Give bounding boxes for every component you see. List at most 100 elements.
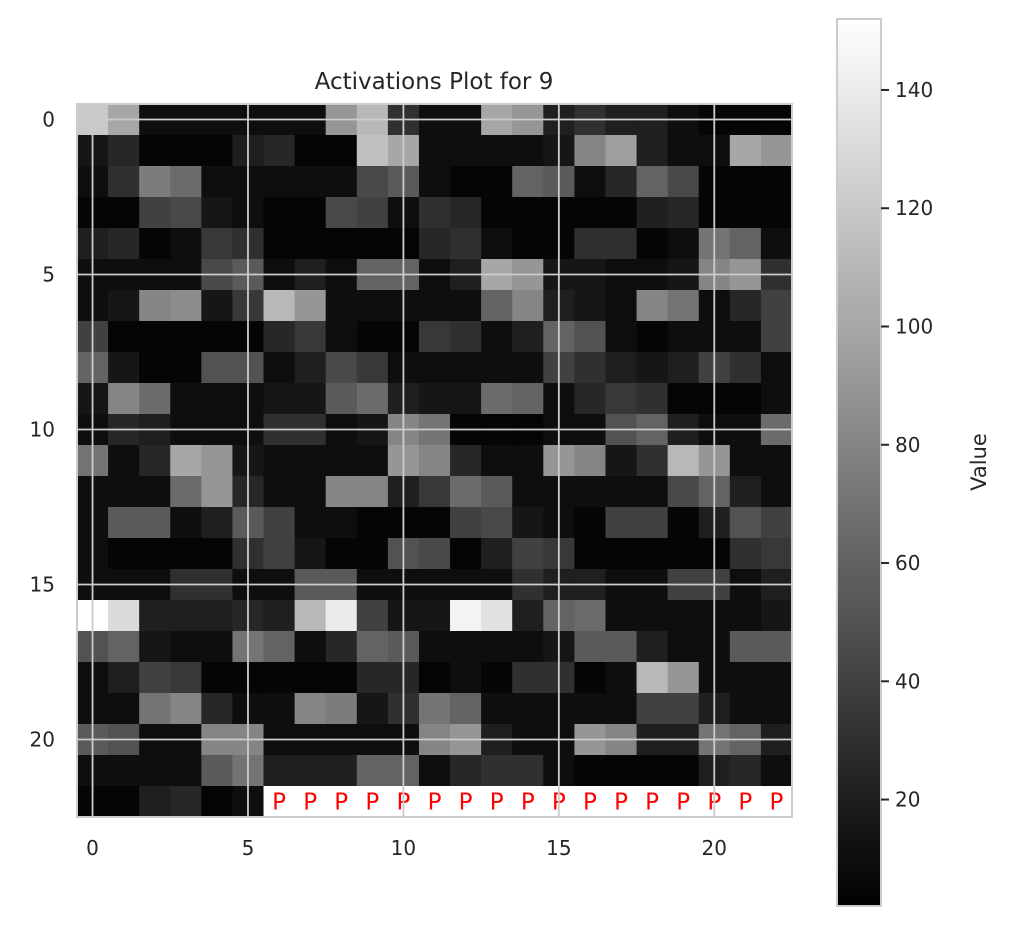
heatmap-cell	[356, 755, 389, 787]
heatmap-cell	[418, 538, 451, 570]
heatmap-cell	[418, 693, 451, 725]
heatmap-cell	[605, 228, 638, 260]
heatmap-cell	[512, 135, 544, 167]
heatmap-cell	[729, 352, 762, 384]
heatmap-cell	[170, 538, 202, 570]
heatmap-cell	[325, 228, 358, 260]
heatmap-cell	[418, 135, 451, 167]
pad-marker: P	[521, 790, 535, 816]
heatmap-cell	[201, 197, 234, 229]
heatmap-cell	[729, 166, 762, 198]
heatmap-cell	[263, 352, 296, 384]
pad-marker: P	[676, 790, 690, 816]
heatmap-cell	[139, 166, 171, 198]
heatmap-cell	[325, 662, 358, 694]
heatmap-cell	[729, 507, 762, 539]
heatmap-cell	[418, 228, 451, 260]
heatmap-cell	[201, 476, 234, 508]
heatmap-cell	[667, 290, 700, 322]
pad-marker: P	[303, 790, 317, 816]
heatmap-cell	[325, 135, 358, 167]
heatmap-cell	[667, 755, 700, 787]
heatmap-cell	[481, 631, 513, 663]
heatmap-cell	[667, 383, 700, 415]
heatmap-cell	[450, 197, 482, 229]
colorbar-tick-label: 20	[895, 788, 920, 812]
heatmap-cell	[294, 693, 327, 725]
pad-marker: P	[428, 790, 442, 816]
heatmap-cell	[450, 538, 482, 570]
heatmap-cell	[294, 290, 327, 322]
y-tick-label: 10	[30, 418, 55, 442]
heatmap-cell	[729, 445, 762, 477]
heatmap-cell	[450, 228, 482, 260]
heatmap-cell	[481, 476, 513, 508]
heatmap-cell	[760, 166, 793, 198]
heatmap-cell	[418, 445, 451, 477]
heatmap-cell	[574, 321, 607, 353]
heatmap-cell	[170, 600, 202, 632]
heatmap-cell	[605, 662, 638, 694]
heatmap-cell	[636, 693, 669, 725]
heatmap-cell	[139, 445, 171, 477]
heatmap-cell	[450, 507, 482, 539]
heatmap-cell	[667, 476, 700, 508]
heatmap-cell	[418, 290, 451, 322]
heatmap-cell	[760, 693, 793, 725]
heatmap-cell	[263, 507, 296, 539]
heatmap-cell	[760, 631, 793, 663]
heatmap-cell	[263, 476, 296, 508]
heatmap-cell	[294, 507, 327, 539]
heatmap-cell	[325, 166, 358, 198]
heatmap-cell	[325, 693, 358, 725]
heatmap-cell	[450, 321, 482, 353]
heatmap-cell	[263, 290, 296, 322]
heatmap-cell	[139, 228, 171, 260]
y-tick-label: 15	[30, 573, 55, 597]
heatmap-cell	[325, 321, 358, 353]
heatmap-cell	[201, 166, 234, 198]
heatmap-cell	[667, 135, 700, 167]
heatmap-cell	[636, 600, 669, 632]
heatmap-cell	[108, 197, 140, 229]
heatmap-cell	[170, 228, 202, 260]
heatmap-cell	[760, 383, 793, 415]
heatmap-cell	[574, 507, 607, 539]
heatmap-cell	[108, 352, 140, 384]
heatmap-cell	[139, 538, 171, 570]
pad-marker: P	[272, 790, 286, 816]
heatmap-cell	[263, 755, 296, 787]
heatmap-cell	[108, 135, 140, 167]
heatmap-cell	[170, 290, 202, 322]
heatmap-cell	[512, 197, 544, 229]
heatmap-cell	[512, 755, 544, 787]
heatmap-cell	[108, 290, 140, 322]
heatmap-cell	[294, 538, 327, 570]
heatmap-cell	[636, 538, 669, 570]
heatmap-cell	[450, 600, 482, 632]
heatmap-cell	[325, 600, 358, 632]
heatmap-cell	[512, 662, 544, 694]
heatmap-cell	[574, 290, 607, 322]
heatmap-cell	[512, 538, 544, 570]
heatmap-cell	[667, 228, 700, 260]
heatmap-cell	[574, 383, 607, 415]
heatmap-cell	[450, 445, 482, 477]
heatmap-cell	[481, 600, 513, 632]
heatmap-cell	[729, 228, 762, 260]
heatmap-cell	[605, 445, 638, 477]
heatmap-cell	[574, 197, 607, 229]
heatmap-cell	[605, 693, 638, 725]
heatmap-cell	[636, 290, 669, 322]
heatmap-cell	[760, 228, 793, 260]
heatmap-cell	[512, 383, 544, 415]
heatmap-cell	[512, 600, 544, 632]
heatmap-cell	[636, 135, 669, 167]
heatmap-cell	[636, 476, 669, 508]
heatmap-cell	[450, 290, 482, 322]
heatmap-cell	[325, 445, 358, 477]
heatmap-cell	[418, 476, 451, 508]
x-axis-ticks: 0 5 10 15 20	[86, 836, 727, 860]
heatmap-cell	[450, 135, 482, 167]
heatmap-cell	[512, 476, 544, 508]
